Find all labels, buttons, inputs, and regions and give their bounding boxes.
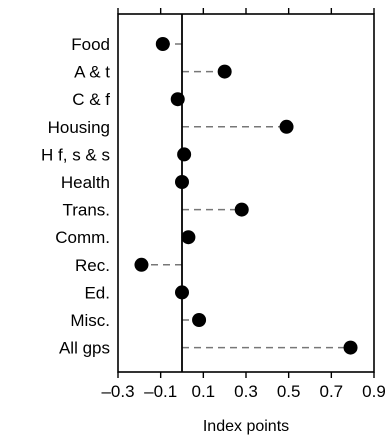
data-point (217, 64, 232, 79)
x-tick-label: 0.3 (234, 382, 258, 401)
data-point (134, 257, 149, 272)
category-label: All gps (59, 339, 110, 358)
category-label: Trans. (62, 201, 110, 220)
data-point (155, 37, 170, 51)
data-point (170, 92, 185, 107)
data-point (175, 175, 189, 189)
category-label: C & f (72, 90, 110, 109)
data-point (177, 147, 192, 162)
leader-lines (141, 43, 351, 349)
data-point (234, 202, 249, 217)
x-tick-label: 0.9 (362, 382, 386, 401)
data-point (343, 340, 358, 355)
x-axis-title: Index points (203, 418, 289, 435)
data-point (192, 313, 207, 327)
category-label: Rec. (75, 256, 110, 275)
category-label: Misc. (70, 311, 110, 330)
category-label: Housing (48, 118, 110, 137)
plot-frame (117, 13, 375, 373)
x-tick-label: –0.3 (101, 382, 134, 401)
category-label: H f, s & s (41, 145, 110, 164)
data-markers (134, 37, 358, 355)
data-point (175, 285, 189, 300)
x-tick-label: 0.5 (277, 382, 301, 401)
data-point (181, 230, 196, 245)
x-axis-ticks (117, 8, 375, 378)
category-labels: Food A & t C & f Housing H f, s & s Health Tra… (41, 35, 110, 358)
category-label: Comm. (55, 228, 110, 247)
x-axis-tick-labels: –0.3 –0.1 0.1 0.3 0.5 0.7 0.9 (101, 382, 385, 401)
x-tick-label: 0.7 (320, 382, 344, 401)
category-label: Food (71, 35, 110, 54)
category-label: A & t (74, 63, 110, 82)
data-point (279, 119, 294, 134)
x-tick-label: –0.1 (144, 382, 177, 401)
category-label: Health (61, 173, 110, 192)
category-label: Ed. (84, 283, 110, 302)
x-tick-label: 0.1 (192, 382, 216, 401)
